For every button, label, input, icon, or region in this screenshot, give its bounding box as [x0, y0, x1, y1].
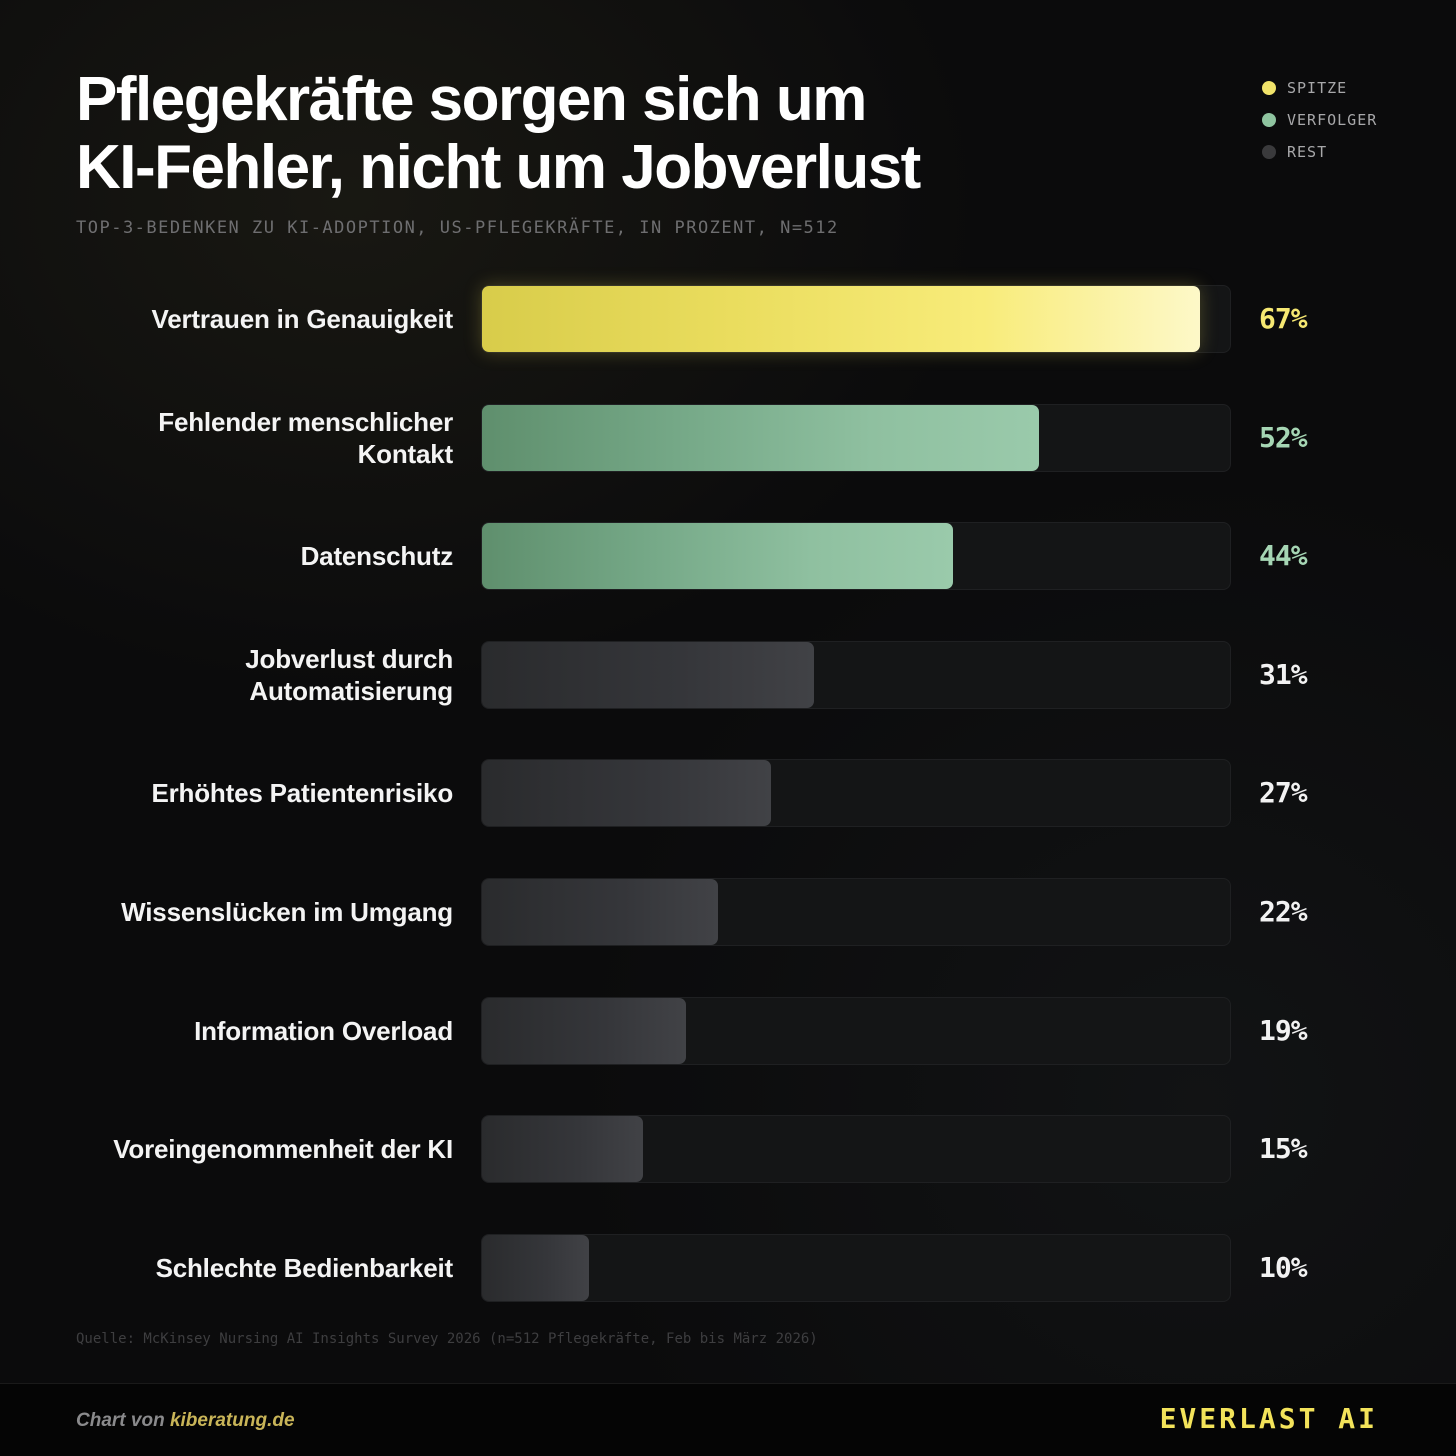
bar-label-erhöhtes-patientenrisiko: Erhöhtes Patientenrisiko [60, 777, 454, 809]
bar-label-line: Jobverlust durch [245, 644, 453, 674]
bar-label-datenschutz: Datenschutz [60, 540, 454, 572]
bar-label-line: Information Overload [194, 1016, 453, 1046]
legend-dot-spitze [1262, 81, 1276, 95]
bar-label-information-overload: Information Overload [60, 1015, 453, 1047]
bar-information-overload [482, 998, 686, 1064]
bar-label-line: Fehlender menschlicher [158, 407, 453, 437]
bar-track-jobverlust-durch-automatisierung [481, 641, 1231, 709]
source-note: Quelle: McKinsey Nursing AI Insights Sur… [76, 1331, 818, 1347]
value-label-information-overload: 19% [1259, 1014, 1308, 1047]
bar-track-voreingenommenheit-der-ki [481, 1115, 1231, 1183]
legend-item-spitze: SPITZE [1262, 72, 1377, 104]
legend-dot-verfolger [1262, 113, 1276, 127]
bar-label-fehlender-menschlicher-kontakt: Fehlender menschlicher Kontakt [60, 406, 453, 470]
bar-label-line: Wissenslücken im Umgang [121, 897, 453, 927]
value-label-voreingenommenheit-der-ki: 15% [1259, 1132, 1308, 1165]
credit-prefix: Chart von [76, 1410, 170, 1431]
bar-track-information-overload [481, 997, 1231, 1065]
bar-fehlender-menschlicher-kontakt [482, 405, 1040, 471]
bar-track-fehlender-menschlicher-kontakt [481, 404, 1231, 472]
value-label-fehlender-menschlicher-kontakt: 52% [1259, 421, 1308, 454]
bar-track-wissenslücken-im-umgang [481, 878, 1231, 946]
credit-link[interactable]: kiberatung.de [169, 1410, 295, 1431]
chart-title: Pflegekräfte sorgen sich um KI-Fehler, n… [76, 66, 1176, 202]
bar-track-vertrauen-in-genauigkeit [481, 285, 1231, 353]
bar-voreingenommenheit-der-ki [482, 1116, 643, 1182]
legend: SPITZE VERFOLGER REST [1262, 72, 1377, 168]
value-label-schlechte-bedienbarkeit: 10% [1259, 1251, 1308, 1284]
bar-erhöhtes-patientenrisiko [482, 760, 772, 826]
bar-label-vertrauen-in-genauigkeit: Vertrauen in Genauigkeit [60, 303, 453, 335]
bar-track-schlechte-bedienbarkeit [481, 1234, 1231, 1302]
bar-vertrauen-in-genauigkeit [482, 286, 1200, 352]
bar-track-erhöhtes-patientenrisiko [481, 759, 1231, 827]
value-label-jobverlust-durch-automatisierung: 31% [1259, 658, 1308, 691]
legend-label-verfolger: VERFOLGER [1287, 111, 1378, 129]
chart-credit: Chart von kiberatung.de [76, 1410, 295, 1432]
value-label-erhöhtes-patientenrisiko: 27% [1259, 776, 1308, 809]
legend-dot-rest [1262, 145, 1276, 159]
bar-datenschutz [482, 523, 954, 589]
bar-label-line: Vertrauen in Genauigkeit [151, 304, 453, 334]
bar-track-datenschutz [481, 522, 1231, 590]
value-label-vertrauen-in-genauigkeit: 67% [1259, 302, 1308, 335]
legend-item-rest: REST [1262, 136, 1377, 168]
legend-label-spitze: SPITZE [1287, 79, 1348, 97]
legend-item-verfolger: VERFOLGER [1262, 104, 1377, 136]
bar-label-voreingenommenheit-der-ki: Voreingenommenheit der KI [60, 1133, 453, 1165]
brand-logo-text: EVERLAST AI [1159, 1402, 1378, 1435]
bar-label-line: Voreingenommenheit der KI [113, 1134, 453, 1164]
chart-title-line-2: KI-Fehler, nicht um Jobverlust [76, 133, 921, 202]
value-label-datenschutz: 44% [1259, 539, 1308, 572]
chart-title-line-1: Pflegekräfte sorgen sich um [76, 65, 867, 134]
bar-label-wissenslücken-im-umgang: Wissenslücken im Umgang [60, 896, 453, 928]
bar-label-jobverlust-durch-automatisierung: Jobverlust durch Automatisierung [60, 643, 453, 707]
footer-bar: Chart von kiberatung.de EVERLAST AI [0, 1383, 1456, 1456]
chart-subtitle: TOP-3-BEDENKEN ZU KI-ADOPTION, US-PFLEGE… [76, 218, 839, 238]
bar-label-line: Kontakt [357, 439, 454, 469]
bar-label-line: Erhöhtes Patientenrisiko [151, 778, 454, 808]
bar-label-schlechte-bedienbarkeit: Schlechte Bedienbarkeit [60, 1252, 454, 1284]
bar-jobverlust-durch-automatisierung [482, 642, 815, 708]
bar-schlechte-bedienbarkeit [482, 1235, 590, 1301]
value-label-wissenslücken-im-umgang: 22% [1259, 895, 1308, 928]
bar-label-line: Schlechte Bedienbarkeit [155, 1253, 454, 1283]
bar-wissenslücken-im-umgang [482, 879, 718, 945]
bar-label-line: Automatisierung [249, 676, 453, 706]
bar-label-line: Datenschutz [300, 541, 454, 571]
legend-label-rest: REST [1287, 143, 1328, 161]
